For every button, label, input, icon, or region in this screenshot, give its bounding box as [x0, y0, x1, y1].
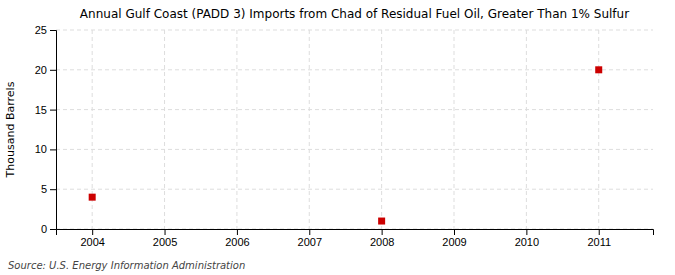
- axis-line: [50, 31, 57, 230]
- marks: [89, 66, 603, 224]
- grid-line-x: [236, 30, 237, 229]
- grid-line-x: [598, 30, 599, 229]
- grid-line-x: [526, 30, 527, 229]
- tick: 5: [41, 183, 56, 195]
- y-axis: 0 5 10 15 20 25: [35, 24, 57, 235]
- tick: 2007: [298, 229, 322, 248]
- tick-mark: [50, 229, 56, 230]
- tick-label: 2007: [298, 236, 322, 248]
- tick-label: 2010: [515, 236, 539, 248]
- tick-mark: [526, 229, 527, 235]
- tick-label: 2009: [442, 236, 466, 248]
- y-axis-label: Thousand Barrels: [4, 81, 17, 178]
- grid-line-x: [381, 30, 382, 229]
- tick-label: 2008: [370, 236, 394, 248]
- tick: 2006: [225, 229, 249, 248]
- tick-mark: [50, 149, 56, 150]
- tick-mark: [165, 229, 166, 235]
- tick-mark: [50, 30, 56, 31]
- tick-label: 20: [35, 64, 47, 76]
- tick: 0: [41, 223, 56, 235]
- tick: 2008: [370, 229, 394, 248]
- annotation: Source: U.S. Energy Information Administ…: [8, 260, 245, 271]
- point: [89, 194, 96, 201]
- plot-area: 2004 2005 2006 2007 2008 2009 2010 2011 0 5 10 15 20…: [35, 24, 654, 248]
- tick: 2004: [80, 229, 104, 248]
- grid-line-y: [56, 149, 653, 150]
- tick-label: 2011: [587, 236, 611, 248]
- tick-label: 0: [41, 223, 47, 235]
- tick-label: 10: [35, 143, 47, 155]
- tick: 20: [35, 64, 56, 76]
- grid: [56, 30, 653, 229]
- grid-line-x: [309, 30, 310, 229]
- chart: 2004 2005 2006 2007 2008 2009 2010 2011 0 5 10 15 20…: [0, 0, 675, 275]
- tick: 10: [35, 143, 56, 155]
- grid-line-x: [454, 30, 455, 229]
- tick-mark: [454, 229, 455, 235]
- tick-label: 5: [41, 183, 47, 195]
- x-axis: 2004 2005 2006 2007 2008 2009 2010 2011: [57, 229, 654, 248]
- axis-line: [57, 230, 654, 236]
- tick-mark: [599, 229, 600, 235]
- tick-mark: [382, 229, 383, 235]
- tick-label: 25: [35, 24, 47, 36]
- point: [595, 66, 602, 73]
- tick-mark: [50, 110, 56, 111]
- grid-line-y: [56, 69, 653, 70]
- tick-label: 2006: [225, 236, 249, 248]
- tick-label: 2005: [153, 236, 177, 248]
- tick: 15: [35, 104, 56, 116]
- tick-mark: [50, 70, 56, 71]
- tick-label: 2004: [80, 236, 104, 248]
- tick-mark: [92, 229, 93, 235]
- tick-mark: [309, 229, 310, 235]
- tick: 2009: [442, 229, 466, 248]
- title: Annual Gulf Coast (PADD 3) Imports from …: [80, 7, 629, 21]
- grid-line-x: [164, 30, 165, 229]
- grid-line-y: [56, 109, 653, 110]
- tick: 2005: [153, 229, 177, 248]
- tick: 25: [35, 24, 56, 36]
- tick-mark: [50, 189, 56, 190]
- tick-mark: [237, 229, 238, 235]
- tick-label: 15: [35, 104, 47, 116]
- tick: 2011: [587, 229, 611, 248]
- grid-line-y: [56, 30, 653, 31]
- tick: 2010: [515, 229, 539, 248]
- grid-line-y: [56, 189, 653, 190]
- point: [378, 218, 385, 225]
